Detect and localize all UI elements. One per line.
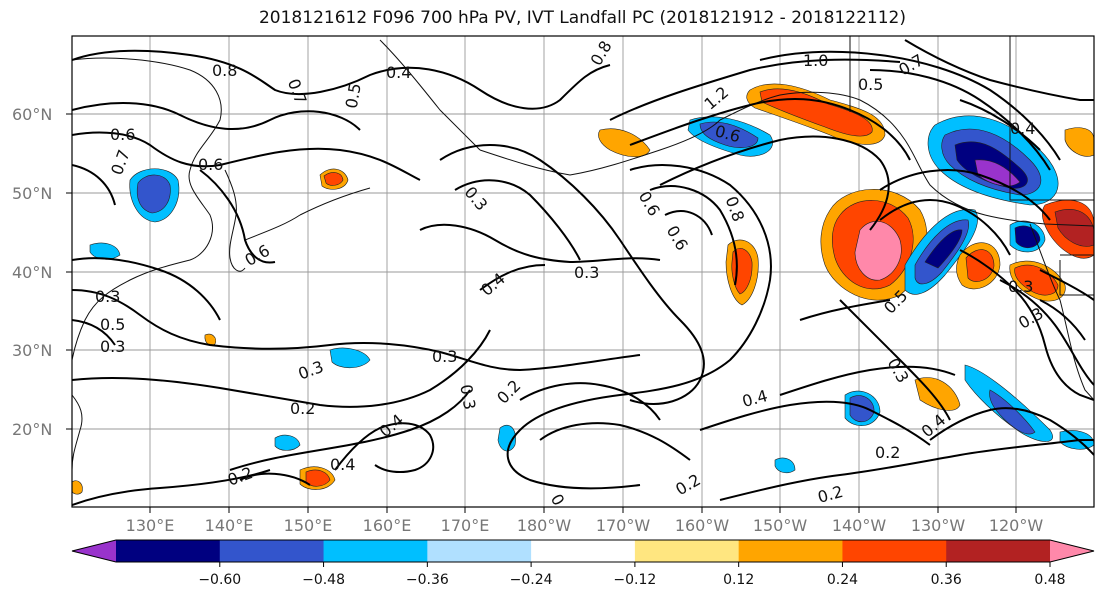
map-content: 0.8 0.7 0.4 0.5 0.6 0.6 0.7 0.6 0.3 0.3 … <box>72 36 1094 507</box>
colorbar-swatch <box>738 540 843 562</box>
contour-label: 0.4 <box>1010 119 1035 138</box>
contour-label: 0.8 <box>212 61 237 80</box>
lon-label: 130°W <box>911 516 966 535</box>
lon-label: 170°W <box>596 516 651 535</box>
contour-label: 0.2 <box>290 399 315 418</box>
contour-label: 0.3 <box>432 347 457 366</box>
lat-label: 60°N <box>12 105 52 124</box>
colorbar-swatch <box>116 540 221 562</box>
colorbar-swatch <box>219 540 325 562</box>
lat-label: 20°N <box>12 420 52 439</box>
latitude-axis: 60°N 50°N 40°N 30°N 20°N <box>12 105 72 439</box>
contour-label: 0.3 <box>95 287 120 306</box>
colorbar-swatch <box>427 540 532 562</box>
colorbar-tick-label: −0.24 <box>510 572 553 588</box>
contour-label: 1.0 <box>803 51 828 70</box>
lon-label: 140°E <box>205 516 254 535</box>
lon-label: 120°W <box>989 516 1044 535</box>
lat-label: 40°N <box>12 263 52 282</box>
colorbar-swatch <box>842 540 947 562</box>
colorbar-tick-label: 0.36 <box>931 572 962 588</box>
coastlines <box>72 36 1094 471</box>
lon-label: 160°W <box>675 516 730 535</box>
colorbar-tick-label: 0.48 <box>1034 572 1065 588</box>
colorbar-swatch <box>634 540 740 562</box>
colorbar-outline <box>71 539 1095 563</box>
colorbar: −0.60 −0.48 −0.36 −0.24 −0.12 0.12 0.24 0.36 0.4… <box>71 539 1095 588</box>
lon-label: 170°E <box>441 516 490 535</box>
contour-label: 0.6 <box>198 155 223 174</box>
lon-label: 150°E <box>284 516 333 535</box>
colorbar-swatch <box>531 540 636 562</box>
contour-label: 0.5 <box>342 82 365 110</box>
contour-label: 0.2 <box>875 443 900 462</box>
contour-label: 0.5 <box>858 75 883 94</box>
longitude-axis: 130°E 140°E 150°E 160°E 170°E 180°W 170°… <box>126 507 1044 535</box>
lon-label: 130°E <box>126 516 175 535</box>
contour-label: 0.3 <box>100 337 125 356</box>
contour-label: 0.6 <box>110 125 135 144</box>
colorbar-tick-label: −0.60 <box>198 572 241 588</box>
figure-title: 2018121612 F096 700 hPa PV, IVT Landfall… <box>258 8 906 28</box>
colorbar-extend-low <box>72 540 116 562</box>
pv-contours <box>72 39 1094 506</box>
lon-label: 160°E <box>363 516 412 535</box>
colorbar-extend-high <box>1050 540 1094 562</box>
colorbar-tick-label: −0.36 <box>406 572 449 588</box>
contour-label: 0.3 <box>1008 277 1033 296</box>
contour-label: 0.5 <box>100 315 125 334</box>
colorbar-swatch <box>323 540 428 562</box>
lat-label: 30°N <box>12 341 52 360</box>
colorbar-tick-label: 0.24 <box>827 572 858 588</box>
contour-label: 0.4 <box>386 63 411 82</box>
lat-label: 50°N <box>12 184 52 203</box>
contour-label: 0.3 <box>456 383 479 411</box>
colorbar-swatch <box>946 540 1051 562</box>
colorbar-tick-label: 0.12 <box>723 572 754 588</box>
lon-label: 140°W <box>832 516 887 535</box>
colorbar-tick-label: −0.12 <box>613 572 656 588</box>
lon-label: 180°W <box>517 516 572 535</box>
lon-label: 150°W <box>753 516 808 535</box>
colorbar-tick-label: −0.48 <box>302 572 345 588</box>
contour-label: 0.3 <box>574 263 599 282</box>
contour-label: 0.4 <box>330 455 355 474</box>
